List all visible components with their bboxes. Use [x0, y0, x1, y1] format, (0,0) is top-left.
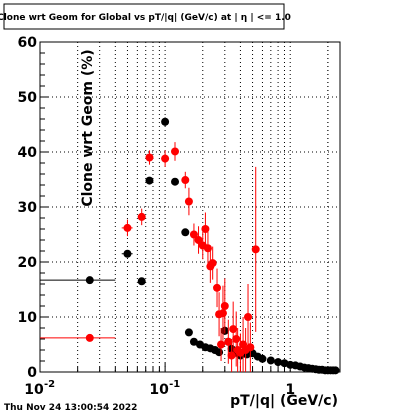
x-axis-title: pT/|q| (GeV/c): [230, 393, 338, 409]
data-point: [184, 328, 193, 337]
data-point: [123, 223, 132, 232]
x-tick-label: 10: [24, 382, 44, 398]
y-tick-label: 60: [18, 35, 38, 51]
data-point: [266, 356, 275, 365]
data-point: [161, 117, 170, 126]
y-axis-title: Clone wrt Geom (%): [80, 49, 96, 206]
data-point: [194, 236, 203, 244]
data-point: [201, 225, 210, 233]
data-point: [251, 245, 260, 254]
data-point: [229, 325, 238, 334]
data-point: [161, 154, 170, 163]
y-tick-label: 10: [18, 310, 38, 326]
data-point: [331, 366, 340, 375]
data-point: [220, 302, 229, 310]
timestamp: Thu Nov 24 13:00:54 2022: [4, 403, 137, 413]
x-tick-label: 1: [285, 382, 295, 398]
data-point: [218, 309, 227, 318]
data-point: [171, 177, 180, 186]
data-point: [232, 335, 241, 343]
data-point: [85, 276, 94, 285]
data-point: [244, 313, 253, 321]
data-point: [258, 354, 267, 363]
y-tick-label: 20: [18, 255, 38, 271]
series-1: [40, 142, 260, 372]
data-point: [189, 337, 198, 346]
data-point: [123, 249, 132, 258]
x-tick-label-exponent: -1: [169, 379, 180, 390]
data-point: [145, 153, 154, 162]
data-point: [181, 228, 190, 237]
data-point: [224, 337, 233, 346]
chart-title: Clone wrt Geom for Global vs pT/|q| (GeV…: [0, 13, 291, 23]
data-point: [274, 358, 283, 367]
y-tick-label: 30: [18, 200, 38, 216]
x-tick-label-exponent: -2: [44, 379, 55, 390]
title-box: [3, 3, 285, 30]
data-marks: [40, 117, 340, 375]
data-point: [137, 277, 146, 286]
data-point: [171, 147, 180, 156]
data-point: [181, 176, 190, 185]
y-tick-label: 40: [18, 145, 38, 161]
data-point: [227, 351, 236, 360]
data-point: [246, 343, 255, 352]
y-tick-label: 50: [18, 90, 38, 106]
data-point: [189, 230, 198, 239]
y-tick-label: 0: [27, 365, 37, 381]
x-tick-label: 10: [149, 382, 169, 398]
data-point: [215, 348, 224, 357]
data-point: [213, 283, 222, 292]
data-point: [208, 259, 217, 268]
data-point: [217, 340, 226, 349]
data-point: [145, 176, 154, 185]
data-point: [137, 212, 146, 221]
data-point: [184, 197, 193, 206]
data-point: [85, 333, 94, 342]
